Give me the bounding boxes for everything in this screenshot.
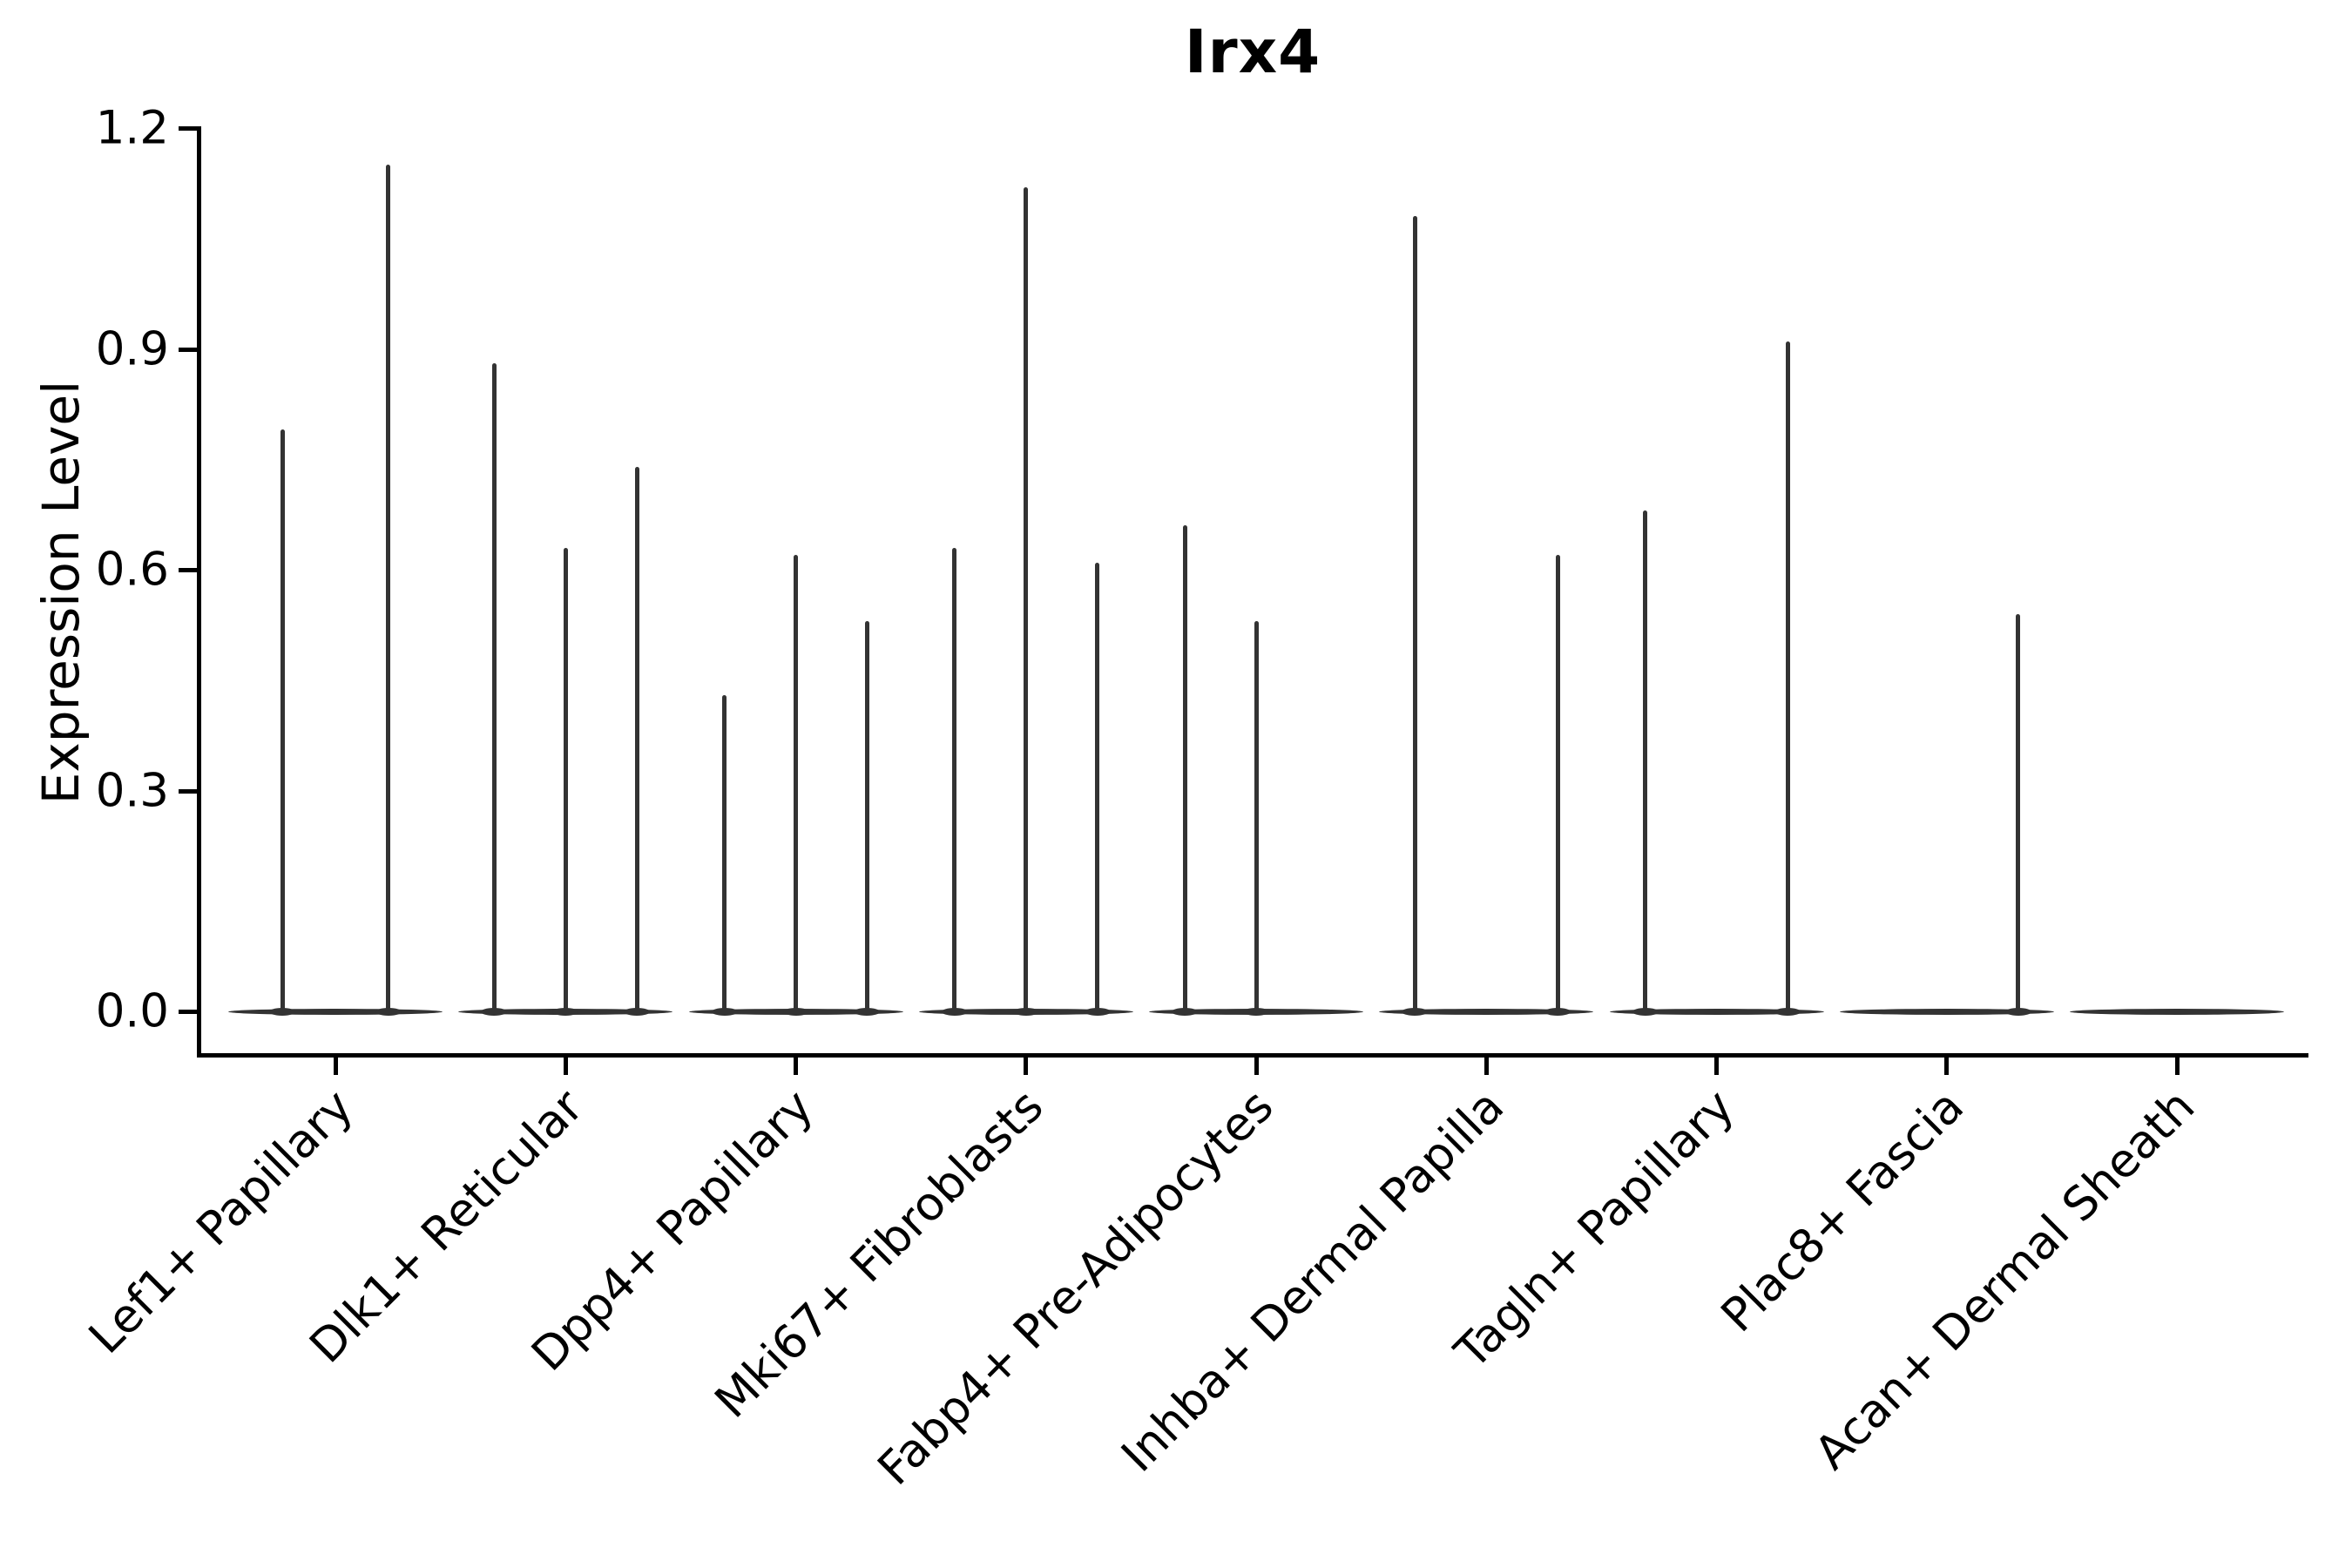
x-tick xyxy=(563,1058,568,1075)
x-axis-spine xyxy=(197,1053,2308,1058)
x-tick xyxy=(1254,1058,1259,1075)
x-tick-label: Inhba+ Dermal Papilla xyxy=(1111,1079,1514,1483)
y-tick-label: 0.0 xyxy=(95,984,169,1038)
violin-spike xyxy=(794,555,798,1014)
violin-spike xyxy=(1095,562,1100,1014)
violin-spike xyxy=(1182,525,1187,1014)
x-tick xyxy=(1714,1058,1719,1075)
violin-baseline xyxy=(1379,1009,1594,1015)
violin-spike xyxy=(563,547,568,1014)
x-tick xyxy=(794,1058,798,1075)
y-axis-label: Expression Level xyxy=(31,380,91,805)
violin-baseline xyxy=(1839,1009,2054,1015)
x-tick-label: Fabp4+ Pre-Adipocytes xyxy=(868,1079,1284,1496)
y-tick-label: 0.6 xyxy=(95,543,169,597)
y-tick-label: 1.2 xyxy=(95,101,169,155)
y-axis-label-container: Expression Level xyxy=(31,131,91,1054)
violin-spike xyxy=(1024,186,1029,1014)
x-tick xyxy=(333,1058,338,1075)
y-tick xyxy=(179,788,197,794)
violin-spike xyxy=(1412,216,1417,1014)
violin-spike xyxy=(2016,613,2021,1014)
y-tick-label: 0.9 xyxy=(95,322,169,375)
violin-spike xyxy=(952,547,957,1014)
y-tick xyxy=(179,126,197,131)
x-tick-label: Plac8+ Fascia xyxy=(1711,1079,1975,1343)
violin-baseline xyxy=(1609,1009,1824,1015)
violin-spike xyxy=(280,429,285,1014)
y-tick-label: 0.3 xyxy=(95,764,169,817)
x-tick xyxy=(1944,1058,1950,1075)
y-tick xyxy=(179,1010,197,1014)
violin-baseline xyxy=(228,1009,443,1015)
chart-title: Irx4 xyxy=(1184,17,1321,87)
x-tick-label: Acan+ Dermal Sheath xyxy=(1804,1079,2205,1480)
y-tick xyxy=(179,347,197,352)
violin-spike xyxy=(1643,510,1648,1014)
violin-spike xyxy=(864,621,869,1014)
violin-spike xyxy=(491,363,497,1014)
violin-baseline xyxy=(2070,1009,2284,1015)
x-tick xyxy=(1024,1058,1029,1075)
x-tick xyxy=(2174,1058,2180,1075)
violin-spike xyxy=(1555,555,1560,1014)
violin-spike xyxy=(722,694,727,1014)
violin-spike xyxy=(1254,621,1259,1014)
y-tick xyxy=(179,568,197,572)
y-axis-spine xyxy=(197,126,201,1058)
violin-spike xyxy=(1785,341,1790,1014)
plot-area: 0.0 0.3 0.6 0.9 1.2 Lef1+ Papillary Dlk1+ Reti… xyxy=(78,105,2308,1496)
violin-spike xyxy=(634,466,639,1014)
violin-spike xyxy=(386,165,391,1014)
x-tick xyxy=(1484,1058,1489,1075)
